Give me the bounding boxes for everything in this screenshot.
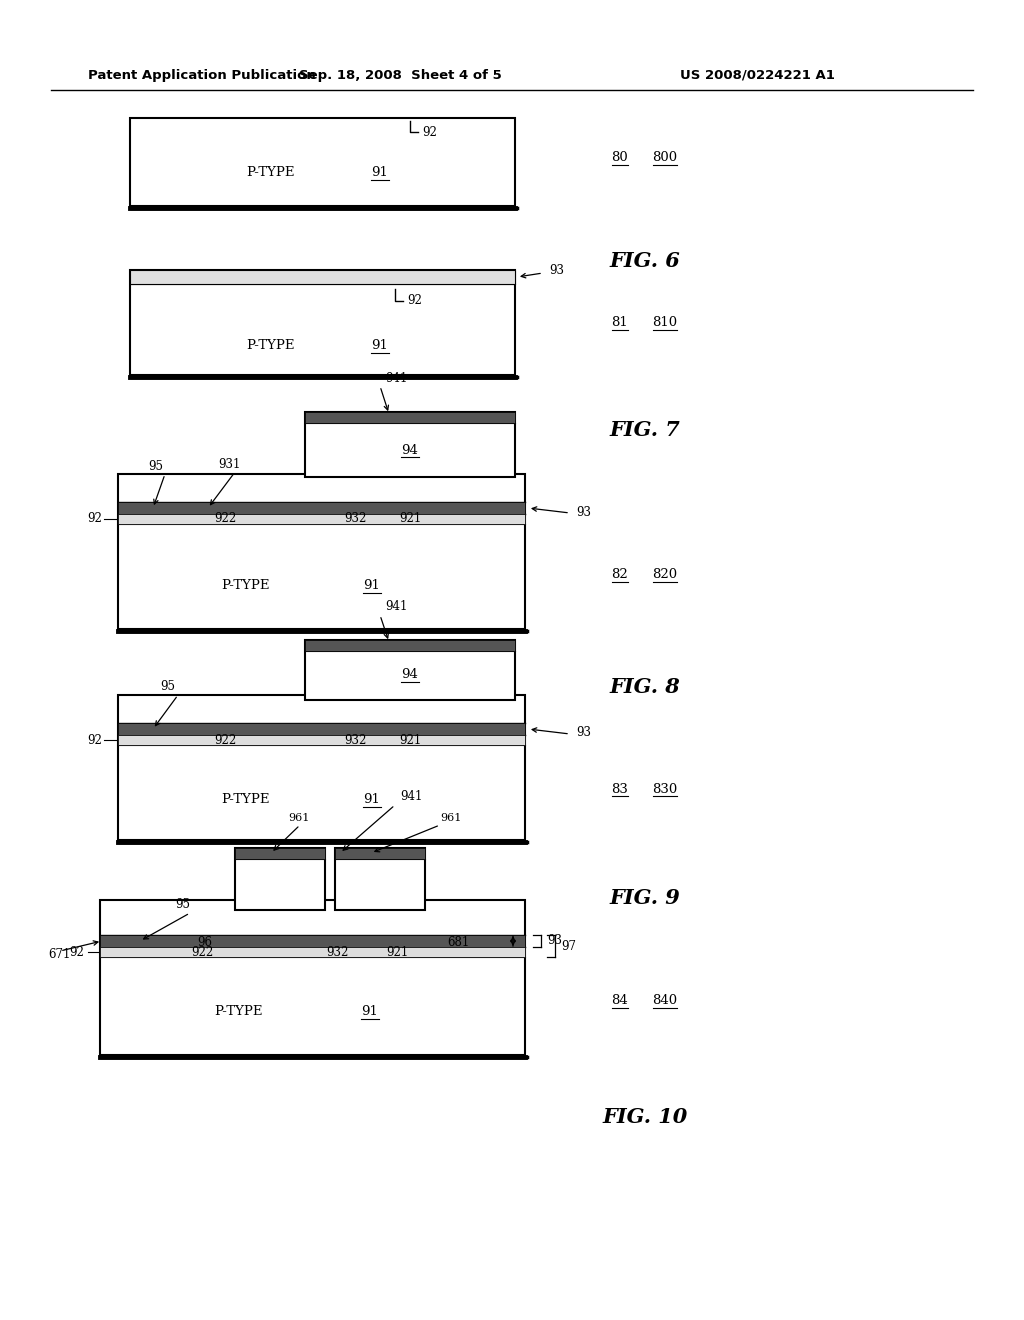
Text: 961: 961 bbox=[288, 813, 309, 822]
Text: 92: 92 bbox=[422, 125, 437, 139]
Bar bbox=[118, 513, 525, 524]
Text: 91: 91 bbox=[364, 793, 381, 807]
Text: P-TYPE: P-TYPE bbox=[246, 166, 294, 180]
Text: FIG. 8: FIG. 8 bbox=[609, 677, 680, 697]
Text: 921: 921 bbox=[399, 512, 421, 525]
Text: 84: 84 bbox=[611, 994, 629, 1007]
Text: Patent Application Publication: Patent Application Publication bbox=[88, 69, 315, 82]
Text: 921: 921 bbox=[386, 945, 409, 958]
Text: 91: 91 bbox=[364, 579, 381, 593]
Text: 80: 80 bbox=[611, 150, 629, 164]
Text: US 2008/0224221 A1: US 2008/0224221 A1 bbox=[680, 69, 835, 82]
Text: 92: 92 bbox=[70, 945, 84, 958]
Text: 92: 92 bbox=[87, 734, 102, 747]
Bar bbox=[100, 946, 525, 957]
Text: 932: 932 bbox=[344, 734, 367, 747]
Text: 941: 941 bbox=[385, 372, 408, 385]
Bar bbox=[100, 935, 525, 946]
Text: FIG. 6: FIG. 6 bbox=[609, 251, 680, 271]
Text: 93: 93 bbox=[547, 935, 562, 948]
Text: 820: 820 bbox=[652, 568, 678, 581]
Bar bbox=[305, 412, 515, 477]
Text: FIG. 9: FIG. 9 bbox=[609, 888, 680, 908]
Text: 93: 93 bbox=[575, 506, 591, 519]
Text: 931: 931 bbox=[218, 458, 241, 470]
Text: 94: 94 bbox=[401, 444, 419, 457]
Bar bbox=[118, 696, 525, 840]
Text: 93: 93 bbox=[575, 726, 591, 739]
Text: P-TYPE: P-TYPE bbox=[221, 579, 269, 593]
Bar bbox=[118, 502, 525, 513]
Text: 95: 95 bbox=[148, 459, 163, 473]
Text: Sep. 18, 2008  Sheet 4 of 5: Sep. 18, 2008 Sheet 4 of 5 bbox=[299, 69, 502, 82]
Text: 83: 83 bbox=[611, 783, 629, 796]
Text: 81: 81 bbox=[611, 315, 629, 329]
Text: 91: 91 bbox=[361, 1005, 379, 1018]
Text: 91: 91 bbox=[372, 339, 388, 352]
Bar bbox=[130, 271, 515, 284]
Text: 921: 921 bbox=[399, 734, 421, 747]
Text: 95: 95 bbox=[160, 681, 175, 693]
Bar bbox=[234, 847, 325, 909]
Bar bbox=[305, 640, 515, 651]
Text: 800: 800 bbox=[652, 150, 678, 164]
Text: FIG. 7: FIG. 7 bbox=[609, 420, 680, 440]
Text: 91: 91 bbox=[372, 166, 388, 180]
Text: 92: 92 bbox=[407, 294, 422, 308]
Text: 941: 941 bbox=[385, 601, 408, 614]
Text: P-TYPE: P-TYPE bbox=[221, 793, 269, 807]
Text: 93: 93 bbox=[549, 264, 564, 277]
Bar bbox=[118, 474, 525, 630]
Bar bbox=[130, 117, 515, 206]
Text: P-TYPE: P-TYPE bbox=[214, 1005, 262, 1018]
Text: 97: 97 bbox=[561, 940, 575, 953]
Text: 932: 932 bbox=[344, 512, 367, 525]
Bar bbox=[305, 412, 515, 422]
Text: 82: 82 bbox=[611, 568, 629, 581]
Text: P-TYPE: P-TYPE bbox=[246, 339, 294, 352]
Text: 840: 840 bbox=[652, 994, 678, 1007]
Bar bbox=[234, 847, 325, 859]
Text: 96: 96 bbox=[198, 936, 213, 949]
Text: 830: 830 bbox=[652, 783, 678, 796]
Bar bbox=[130, 271, 515, 375]
Text: 95: 95 bbox=[175, 899, 190, 912]
Text: 671: 671 bbox=[48, 949, 71, 961]
Bar bbox=[335, 847, 425, 859]
Text: 922: 922 bbox=[191, 945, 213, 958]
Bar bbox=[335, 847, 425, 909]
Text: 810: 810 bbox=[652, 315, 678, 329]
Text: 94: 94 bbox=[401, 668, 419, 681]
Bar bbox=[305, 640, 515, 700]
Bar bbox=[118, 735, 525, 744]
Text: FIG. 10: FIG. 10 bbox=[602, 1107, 688, 1127]
Text: 681: 681 bbox=[447, 936, 469, 949]
Text: 932: 932 bbox=[326, 945, 348, 958]
Text: 961: 961 bbox=[440, 813, 462, 822]
Text: 922: 922 bbox=[214, 734, 237, 747]
Text: 941: 941 bbox=[400, 791, 422, 804]
Text: 92: 92 bbox=[87, 512, 102, 525]
Bar bbox=[118, 723, 525, 735]
Bar bbox=[100, 900, 525, 1055]
Text: 922: 922 bbox=[214, 512, 237, 525]
